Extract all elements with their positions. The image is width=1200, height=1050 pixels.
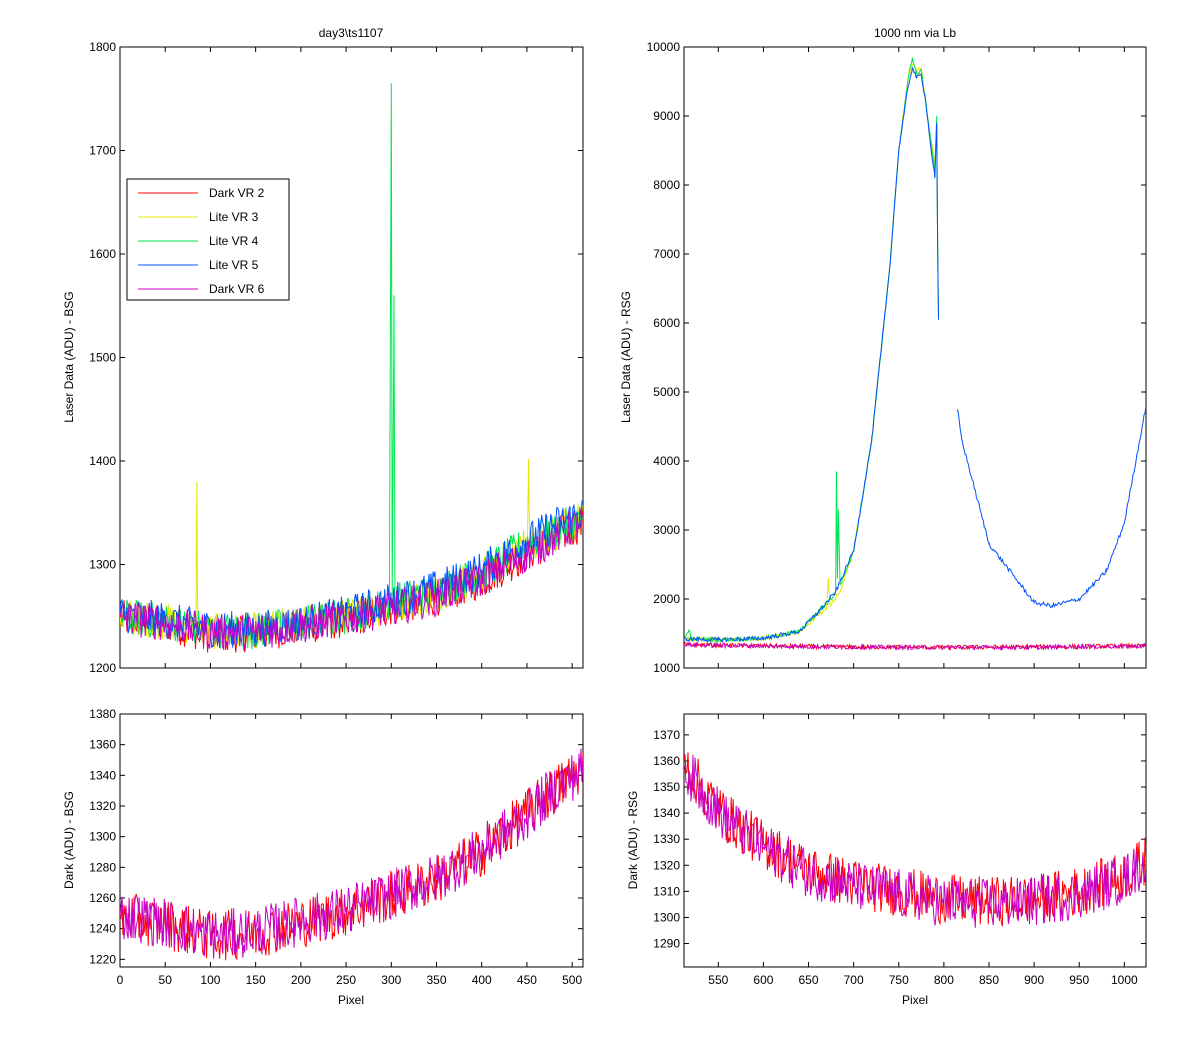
legend-entries: Dark VR 2 Lite VR 3 Lite VR 4 Lite VR 5 Dark…: [138, 186, 265, 296]
x-tick-label: 50: [159, 973, 173, 987]
y-tick-label: 1350: [653, 780, 680, 794]
y-tick-label: 1330: [653, 832, 680, 846]
x-tick-label: 900: [1024, 973, 1044, 987]
y-tick-label: 1310: [653, 884, 680, 898]
series-group: [684, 57, 1146, 651]
x-tick-label: 850: [979, 973, 999, 987]
y-tick-label: 1240: [89, 922, 116, 936]
y-tick-label: 1200: [89, 661, 116, 675]
x-tick-label: 500: [562, 973, 582, 987]
axis-ticks: 1200 1300 1400 1500 1600 1700 1800: [89, 40, 583, 675]
axis-ticks: 1000 2000 3000 4000 5000 6000 7000 8000 9000 1000…: [647, 40, 1146, 675]
series-line-dark-vr-6: [684, 641, 1146, 651]
x-tick-label: 450: [517, 973, 537, 987]
y-tick-label: 10000: [647, 40, 681, 54]
x-axis-label: Pixel: [902, 993, 928, 1007]
y-tick-label: 1400: [89, 454, 116, 468]
y-tick-label: 1800: [89, 40, 116, 54]
series-line-dark-vr-6: [120, 508, 583, 651]
y-tick-label: 7000: [653, 247, 680, 261]
x-tick-label: 550: [708, 973, 728, 987]
y-tick-label: 1290: [653, 937, 680, 951]
x-tick-label: 150: [246, 973, 266, 987]
x-tick-label: 350: [426, 973, 446, 987]
y-tick-label: 1260: [89, 891, 116, 905]
legend-label: Lite VR 3: [209, 210, 259, 224]
x-tick-label: 0: [117, 973, 124, 987]
legend-box: [126, 178, 290, 301]
x-tick-label: 800: [934, 973, 954, 987]
x-tick-label: 1000: [1111, 973, 1138, 987]
y-tick-label: 2000: [653, 592, 680, 606]
x-tick-label: 400: [472, 973, 492, 987]
legend-label: Dark VR 6: [209, 282, 265, 296]
y-tick-label: 1500: [89, 351, 116, 365]
legend: Dark VR 2 Lite VR 3 Lite VR 4 Lite VR 5 Dark…: [126, 178, 290, 301]
y-tick-label: 4000: [653, 454, 680, 468]
x-tick-label: 250: [336, 973, 356, 987]
x-tick-label: 750: [889, 973, 909, 987]
panel-top-right: 1000 nm via Lb Laser Data (ADU) - RSG 10…: [619, 26, 1147, 675]
y-axis-label: Dark (ADU) - BSG: [62, 791, 76, 889]
y-tick-label: 1340: [653, 806, 680, 820]
y-axis-label: Laser Data (ADU) - BSG: [62, 291, 76, 422]
series-line-lite-vr-5: [120, 500, 583, 648]
y-tick-label: 5000: [653, 385, 680, 399]
y-tick-label: 1340: [89, 768, 116, 782]
series-line-dark-vr-6: [120, 748, 583, 959]
y-tick-label: 8000: [653, 178, 680, 192]
y-tick-label: 1700: [89, 144, 116, 158]
y-tick-label: 3000: [653, 523, 680, 537]
x-tick-label: 200: [291, 973, 311, 987]
y-tick-label: 1300: [89, 558, 116, 572]
series-group: [120, 83, 583, 653]
y-tick-label: 9000: [653, 109, 680, 123]
panel-bottom-left: Dark (ADU) - BSG Pixel 0 50 100 150 200 250 30…: [62, 707, 584, 1007]
x-tick-label: 300: [381, 973, 401, 987]
legend-label: Lite VR 4: [209, 234, 259, 248]
x-axis-label: Pixel: [338, 993, 364, 1007]
y-tick-label: 1600: [89, 247, 116, 261]
x-tick-label: 650: [799, 973, 819, 987]
chart-title: 1000 nm via Lb: [874, 26, 956, 40]
x-tick-label: 600: [753, 973, 773, 987]
y-tick-label: 1320: [89, 799, 116, 813]
series-group: [120, 748, 583, 961]
legend-label: Lite VR 5: [209, 258, 259, 272]
plot-area: [683, 46, 1147, 669]
y-tick-label: 1360: [653, 754, 680, 768]
y-tick-label: 1000: [653, 661, 680, 675]
x-tick-label: 100: [200, 973, 220, 987]
panel-top-left: day3\ts1107 Laser Data (ADU) - BSG 12001…: [62, 26, 584, 675]
legend-label: Dark VR 2: [209, 186, 265, 200]
y-tick-label: 6000: [653, 316, 680, 330]
axis-ticks: 550 600 650 700 750 800 850 900 950 1000 1290 1300 1…: [653, 714, 1146, 987]
y-tick-label: 1300: [653, 910, 680, 924]
y-axis-label: Dark (ADU) - RSG: [626, 791, 640, 890]
chart-title: day3\ts1107: [319, 26, 384, 40]
y-tick-label: 1220: [89, 952, 116, 966]
y-tick-label: 1360: [89, 738, 116, 752]
plot-area: [119, 46, 584, 669]
series-line-lite-vr-5: [684, 66, 1146, 643]
x-tick-label: 950: [1069, 973, 1089, 987]
panel-bottom-right: Dark (ADU) - RSG Pixel 550 600 650 700 750 80…: [626, 713, 1147, 1007]
y-tick-label: 1300: [89, 830, 116, 844]
axis-ticks: 0 50 100 150 200 250 300 350 400 450 500 1220 1240 12…: [89, 707, 583, 987]
y-tick-label: 1320: [653, 858, 680, 872]
y-tick-label: 1370: [653, 728, 680, 742]
series-group: [684, 752, 1146, 928]
x-tick-label: 700: [844, 973, 864, 987]
y-axis-label: Laser Data (ADU) - RSG: [619, 291, 633, 423]
y-tick-label: 1380: [89, 707, 116, 721]
series-line-dark-vr-6: [684, 754, 1146, 928]
y-tick-label: 1280: [89, 860, 116, 874]
